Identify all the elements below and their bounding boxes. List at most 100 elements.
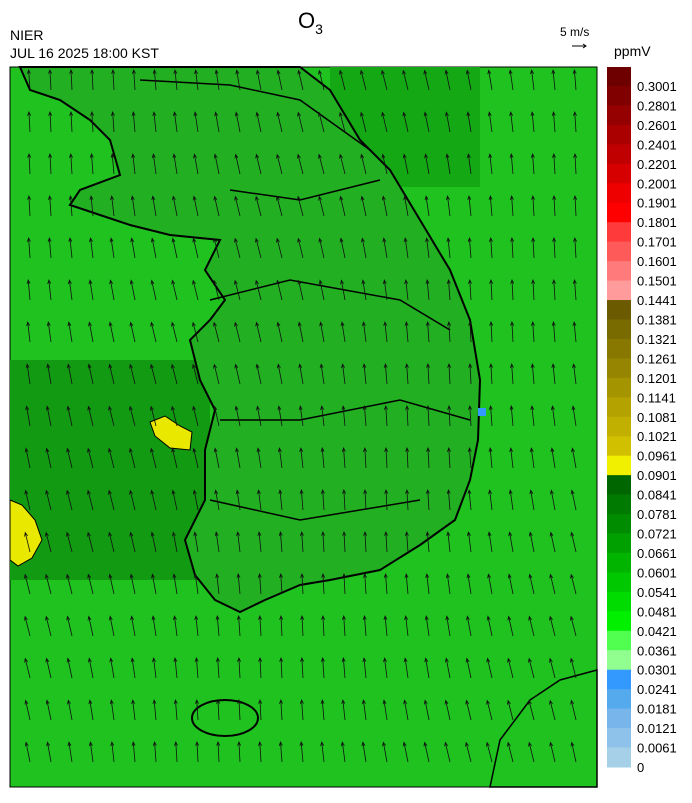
wind-arrow bbox=[570, 699, 577, 721]
colorbar-cell bbox=[607, 514, 631, 535]
colorbar-cell bbox=[607, 436, 631, 457]
wind-arrow bbox=[360, 69, 367, 91]
colorbar-cell bbox=[607, 494, 631, 515]
wind-arrow bbox=[150, 531, 157, 553]
wind-arrow bbox=[339, 69, 346, 91]
wind-arrow bbox=[215, 615, 220, 637]
wind-arrow bbox=[26, 279, 31, 301]
colorbar-cell bbox=[607, 591, 631, 612]
wind-arrow bbox=[66, 447, 73, 469]
wind-arrow bbox=[467, 531, 472, 553]
colorbar-label: 0.3001 bbox=[637, 79, 677, 94]
wind-arrow bbox=[66, 531, 73, 553]
wind-arrow bbox=[48, 195, 52, 217]
wind-arrow bbox=[424, 153, 430, 175]
wind-arrow bbox=[507, 615, 514, 637]
wind-arrow bbox=[257, 573, 262, 595]
colorbar-label: 0.0841 bbox=[637, 488, 677, 503]
wind-arrow bbox=[488, 153, 493, 175]
wind-arrow bbox=[447, 363, 452, 385]
wind-arrow bbox=[131, 69, 136, 91]
wind-arrow bbox=[26, 321, 31, 343]
wind-arrow bbox=[361, 321, 367, 343]
wind-arrow bbox=[110, 195, 115, 217]
wind-arrow bbox=[276, 69, 283, 91]
wind-arrow bbox=[66, 657, 73, 679]
wind-arrow bbox=[172, 531, 178, 553]
wind-arrow bbox=[486, 657, 493, 679]
wind-arrow bbox=[193, 153, 199, 175]
wind-arrow bbox=[405, 489, 410, 511]
wind-arrow bbox=[572, 69, 577, 91]
wind-arrow bbox=[108, 447, 115, 469]
wind-arrow bbox=[507, 741, 514, 763]
wind-arrow bbox=[67, 741, 73, 763]
wind-arrow bbox=[549, 699, 556, 721]
colorbar-label: 0.1381 bbox=[637, 312, 677, 327]
wind-arrow bbox=[426, 447, 431, 469]
sea-band bbox=[10, 360, 210, 580]
wind-arrow bbox=[46, 321, 52, 343]
wind-arrow bbox=[213, 405, 220, 427]
wind-arrow bbox=[25, 363, 31, 385]
wind-arrow bbox=[445, 111, 451, 133]
wind-arrow bbox=[87, 447, 94, 469]
wind-arrow bbox=[150, 405, 157, 427]
wind-arrow bbox=[468, 405, 472, 427]
colorbar-cell bbox=[607, 669, 631, 690]
wind-arrow bbox=[24, 489, 31, 511]
wind-arrow bbox=[530, 69, 535, 91]
wind-arrow bbox=[298, 405, 304, 427]
wind-arrow bbox=[193, 111, 199, 133]
wind-scale-label: 5 m/s bbox=[560, 25, 589, 39]
wind-arrow bbox=[402, 741, 409, 763]
wind-arrow bbox=[571, 405, 577, 427]
wind-arrow bbox=[213, 279, 220, 301]
wind-arrow bbox=[573, 111, 577, 133]
wind-arrow bbox=[467, 447, 472, 469]
wind-arrow bbox=[321, 531, 326, 553]
wind-arrow bbox=[529, 447, 535, 469]
wind-arrow bbox=[234, 153, 241, 175]
wind-arrow bbox=[528, 699, 535, 721]
wind-arrow bbox=[216, 699, 221, 721]
colorbar-label: 0.0721 bbox=[637, 527, 677, 542]
colorbar-label: 0.2001 bbox=[637, 176, 677, 191]
title-subscript: 3 bbox=[315, 21, 323, 37]
wind-arrow bbox=[27, 195, 32, 217]
wind-arrow bbox=[235, 489, 241, 511]
wind-arrow bbox=[68, 237, 73, 259]
wind-arrow bbox=[531, 321, 535, 343]
wind-arrow bbox=[48, 153, 53, 175]
wind-arrow bbox=[88, 279, 94, 301]
wind-arrow bbox=[467, 489, 472, 511]
wind-arrow bbox=[67, 279, 73, 301]
wind-arrow bbox=[66, 573, 73, 595]
colorbar-label: 0.0541 bbox=[637, 585, 677, 600]
wind-arrow bbox=[173, 69, 178, 91]
wind-arrow bbox=[319, 321, 325, 343]
wind-arrow bbox=[360, 195, 367, 217]
wind-arrow bbox=[236, 531, 241, 553]
wind-arrow bbox=[446, 195, 451, 217]
wind-arrow bbox=[402, 111, 409, 133]
wind-arrow bbox=[360, 111, 367, 133]
wind-arrow bbox=[384, 488, 389, 511]
colorbar-label: 0.0361 bbox=[637, 643, 677, 658]
wind-arrow bbox=[235, 447, 241, 469]
colorbar-label: 0.1441 bbox=[637, 293, 677, 308]
wind-arrow bbox=[319, 363, 325, 385]
wind-arrow bbox=[361, 237, 367, 259]
wind-arrow bbox=[363, 531, 368, 553]
wind-arrow bbox=[108, 489, 115, 511]
wind-arrow bbox=[215, 657, 220, 679]
wind-arrow bbox=[531, 195, 535, 217]
wind-arrow bbox=[171, 489, 178, 511]
colorbar-label: 0.1321 bbox=[637, 332, 677, 347]
wind-arrow bbox=[468, 363, 473, 385]
wind-arrow bbox=[151, 615, 157, 637]
wind-arrow bbox=[277, 363, 283, 385]
wind-arrow bbox=[300, 531, 304, 553]
wind-arrow bbox=[530, 405, 535, 427]
wind-arrow bbox=[361, 699, 367, 721]
